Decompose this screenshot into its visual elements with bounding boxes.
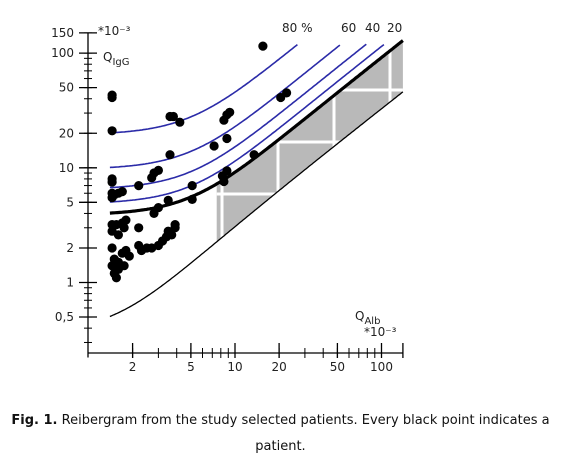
- x-tick-label: 50: [330, 360, 345, 374]
- y-tick-label: 50: [59, 81, 74, 95]
- patient-point: [117, 187, 127, 197]
- patient-point: [134, 223, 144, 233]
- hatched-area: [216, 40, 403, 242]
- y-tick-label: 1: [66, 276, 74, 290]
- figure-caption: Fig. 1. Reibergram from the study select…: [0, 408, 561, 460]
- patient-point: [107, 126, 117, 136]
- caption-text: Reibergram from the study selected patie…: [61, 413, 550, 454]
- x-tick-label: 20: [271, 360, 286, 374]
- curve-20: [109, 43, 385, 203]
- curve-80: [109, 43, 298, 134]
- patient-point: [124, 251, 134, 261]
- patient-point: [222, 166, 232, 176]
- patient-point: [187, 181, 197, 191]
- x-tick-label: 2: [129, 360, 137, 374]
- patient-point: [168, 111, 178, 122]
- curve-label-80: 80 %: [282, 21, 313, 35]
- patient-point: [170, 223, 180, 233]
- patient-point: [165, 150, 175, 160]
- patient-point: [209, 141, 219, 151]
- curve-40: [109, 43, 367, 189]
- patient-points: [107, 41, 292, 283]
- patient-point: [175, 117, 185, 127]
- patient-point: [107, 90, 117, 100]
- y-tick-label: 5: [66, 195, 74, 209]
- y-tick-label: 150: [51, 26, 74, 40]
- y-tick-label: 0,5: [55, 310, 74, 324]
- patient-point: [282, 88, 292, 98]
- y-axis-title: QIgG: [103, 50, 130, 68]
- x-tick-label: 10: [227, 360, 242, 374]
- y-tick-label: 10: [59, 161, 74, 175]
- lower-limit-curve: [109, 91, 404, 318]
- patient-point: [222, 133, 232, 144]
- patient-point: [219, 176, 229, 187]
- patient-point: [119, 223, 129, 233]
- x-tick-label: 100: [370, 360, 393, 374]
- patient-point: [119, 261, 129, 271]
- patient-point: [249, 150, 259, 160]
- patient-point: [111, 273, 121, 283]
- y-tick-label: 2: [66, 241, 74, 255]
- reibergram-chart: 0,5 1 2 5 10 20 50 100 150 2 5 10 20 50 100 *10⁻³ QIgG…: [51, 21, 404, 374]
- x-axis-title: QAlb: [355, 309, 380, 327]
- x-tick-label: 5: [187, 360, 195, 374]
- patient-point: [107, 177, 117, 187]
- patient-point: [161, 232, 171, 242]
- caption-label: Fig. 1.: [11, 413, 58, 428]
- patient-point: [225, 107, 235, 117]
- patient-point: [153, 203, 163, 213]
- patient-point: [258, 41, 268, 51]
- curve-60: [109, 44, 341, 169]
- curve-label-20: 20: [387, 21, 402, 35]
- y-unit-label: *10⁻³: [98, 24, 131, 38]
- patient-point: [153, 165, 163, 175]
- y-tick-label: 20: [59, 126, 74, 140]
- patient-point: [121, 215, 131, 225]
- patient-point: [134, 181, 144, 191]
- patient-point: [163, 195, 173, 205]
- x-unit-label: *10⁻³: [364, 325, 397, 339]
- curve-label-60: 60: [341, 21, 356, 35]
- axes: 0,5 1 2 5 10 20 50 100 150 2 5 10 20 50 100: [51, 26, 404, 374]
- y-tick-label: 100: [51, 46, 74, 60]
- patient-point: [107, 243, 117, 253]
- patient-point: [187, 194, 197, 204]
- curve-label-40: 40: [365, 21, 380, 35]
- patient-point: [113, 230, 123, 240]
